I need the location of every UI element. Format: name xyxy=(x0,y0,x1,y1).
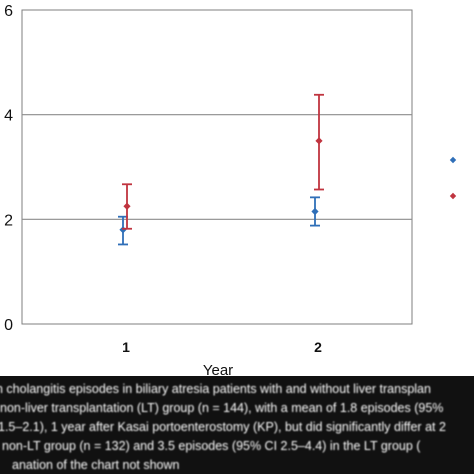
y-tick-label-2: 2 xyxy=(4,212,13,229)
x-tick-label-1: 1 xyxy=(122,339,130,355)
figure-caption: n cholangitis episodes in biliary atresi… xyxy=(0,376,474,474)
caption-line-5: anation of the chart not shown xyxy=(12,458,180,472)
caption-line-2: non-liver transplantation (LT) group (n … xyxy=(0,401,444,415)
series-layer xyxy=(118,93,324,246)
caption-line-3: 1.5–2.1), 1 year after Kasai portoentero… xyxy=(0,420,446,434)
data-point-1-1 xyxy=(119,226,127,234)
series-2 xyxy=(122,93,324,230)
caption-line-1: n cholangitis episodes in biliary atresi… xyxy=(0,382,431,396)
data-point-1-2 xyxy=(311,207,319,216)
legend xyxy=(449,156,457,200)
y-axis-ticks: 0 2 4 6 xyxy=(4,3,13,334)
data-point-2-2 xyxy=(315,137,323,145)
series-1 xyxy=(118,196,320,246)
plot-area xyxy=(21,9,413,325)
y-tick-label-4: 4 xyxy=(4,108,13,125)
y-tick-label-6: 6 xyxy=(4,3,13,20)
data-point-2-1 xyxy=(123,202,131,210)
caption-line-4: non-LT group (n = 132) and 3.5 episodes … xyxy=(2,439,421,453)
x-tick-label-2: 2 xyxy=(314,339,322,355)
legend-marker-1 xyxy=(449,156,457,164)
x-axis-title: Year xyxy=(203,362,233,376)
gridlines xyxy=(22,114,412,220)
y-tick-label-0: 0 xyxy=(4,317,13,334)
legend-marker-2 xyxy=(449,192,457,200)
